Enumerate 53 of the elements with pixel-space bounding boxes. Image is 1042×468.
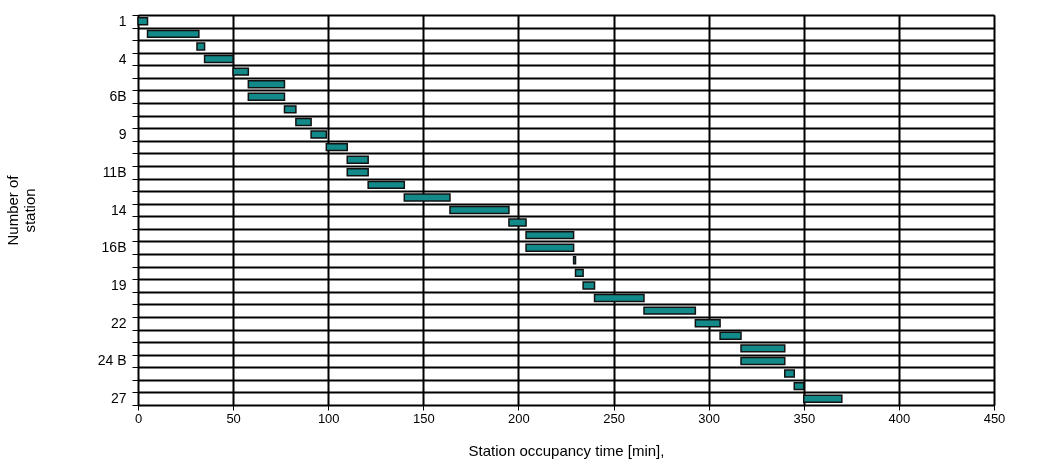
bar [295, 117, 312, 127]
bar [247, 92, 286, 101]
bar [247, 79, 286, 89]
bar [137, 17, 149, 26]
bar [719, 331, 742, 341]
bar [784, 369, 796, 378]
bar [449, 205, 510, 215]
x-axis-title: Station occupancy time [min], [468, 441, 665, 459]
x-tick-label: 100 [317, 410, 340, 426]
y-tick-label: 1 [118, 12, 127, 29]
bar [508, 218, 527, 227]
y-tick-label: 9 [118, 126, 127, 143]
bar [346, 168, 369, 177]
bar [196, 42, 206, 51]
bar [582, 281, 596, 290]
bar [574, 268, 584, 278]
x-tick-label: 450 [983, 410, 1006, 426]
x-tick-label: 150 [412, 410, 435, 426]
y-tick-label: 27 [110, 390, 127, 407]
bar [367, 180, 406, 190]
x-tick-label: 0 [134, 410, 143, 426]
x-tick-label: 400 [888, 410, 911, 426]
x-tick-label: 250 [603, 410, 625, 426]
y-tick-label: 16B [101, 239, 127, 256]
x-tick-label: 50 [226, 410, 241, 426]
x-tick-label: 300 [698, 410, 721, 426]
bar [525, 230, 575, 240]
x-tick-label: 200 [508, 410, 530, 426]
bar [310, 130, 328, 139]
bar [525, 243, 575, 252]
y-axis-title: Number of station [3, 174, 38, 246]
bar [325, 142, 348, 152]
y-tick-label: 4 [118, 50, 127, 67]
x-tick-label: 350 [793, 410, 816, 426]
bar [740, 356, 786, 366]
bar [694, 319, 721, 328]
bar [740, 344, 786, 353]
bar [643, 306, 697, 315]
bar [793, 381, 805, 391]
bar [232, 67, 250, 76]
y-tick-label: 22 [110, 314, 127, 331]
bar [403, 193, 451, 202]
bar [283, 105, 297, 114]
y-tick-label: 14 [110, 201, 127, 218]
bar [346, 155, 369, 164]
y-tick-label: 11B [102, 163, 127, 180]
y-tick-label: 19 [110, 276, 127, 293]
bar [593, 293, 645, 303]
y-tick-label: 6B [109, 88, 127, 105]
y-tick-label: 24 B [97, 352, 127, 369]
bar [803, 394, 843, 403]
bar [203, 54, 234, 64]
bar [146, 29, 200, 39]
